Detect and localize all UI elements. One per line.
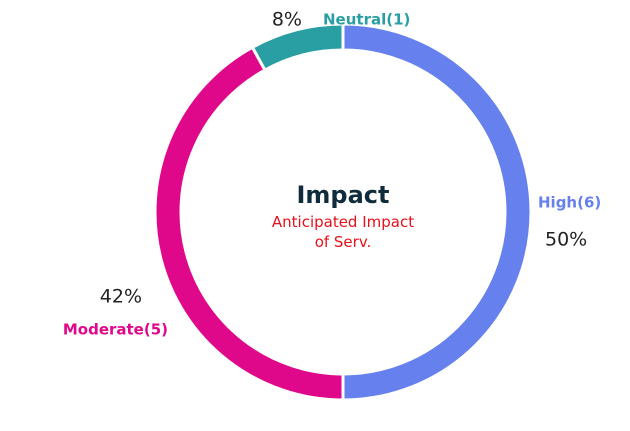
- chart-subtitle: Anticipated Impact of Serv.: [271, 213, 415, 251]
- center-label: Impact Anticipated Impact of Serv.: [243, 180, 443, 252]
- category-label: Neutral(1): [323, 11, 410, 29]
- chart-title: Impact: [296, 181, 390, 209]
- value-label: 42%: [100, 286, 142, 308]
- donut-segment: [250, 22, 345, 73]
- category-label: High(6): [538, 194, 601, 212]
- value-label: 8%: [272, 9, 302, 31]
- value-label: 50%: [545, 229, 587, 251]
- category-label: Moderate(5): [63, 321, 168, 339]
